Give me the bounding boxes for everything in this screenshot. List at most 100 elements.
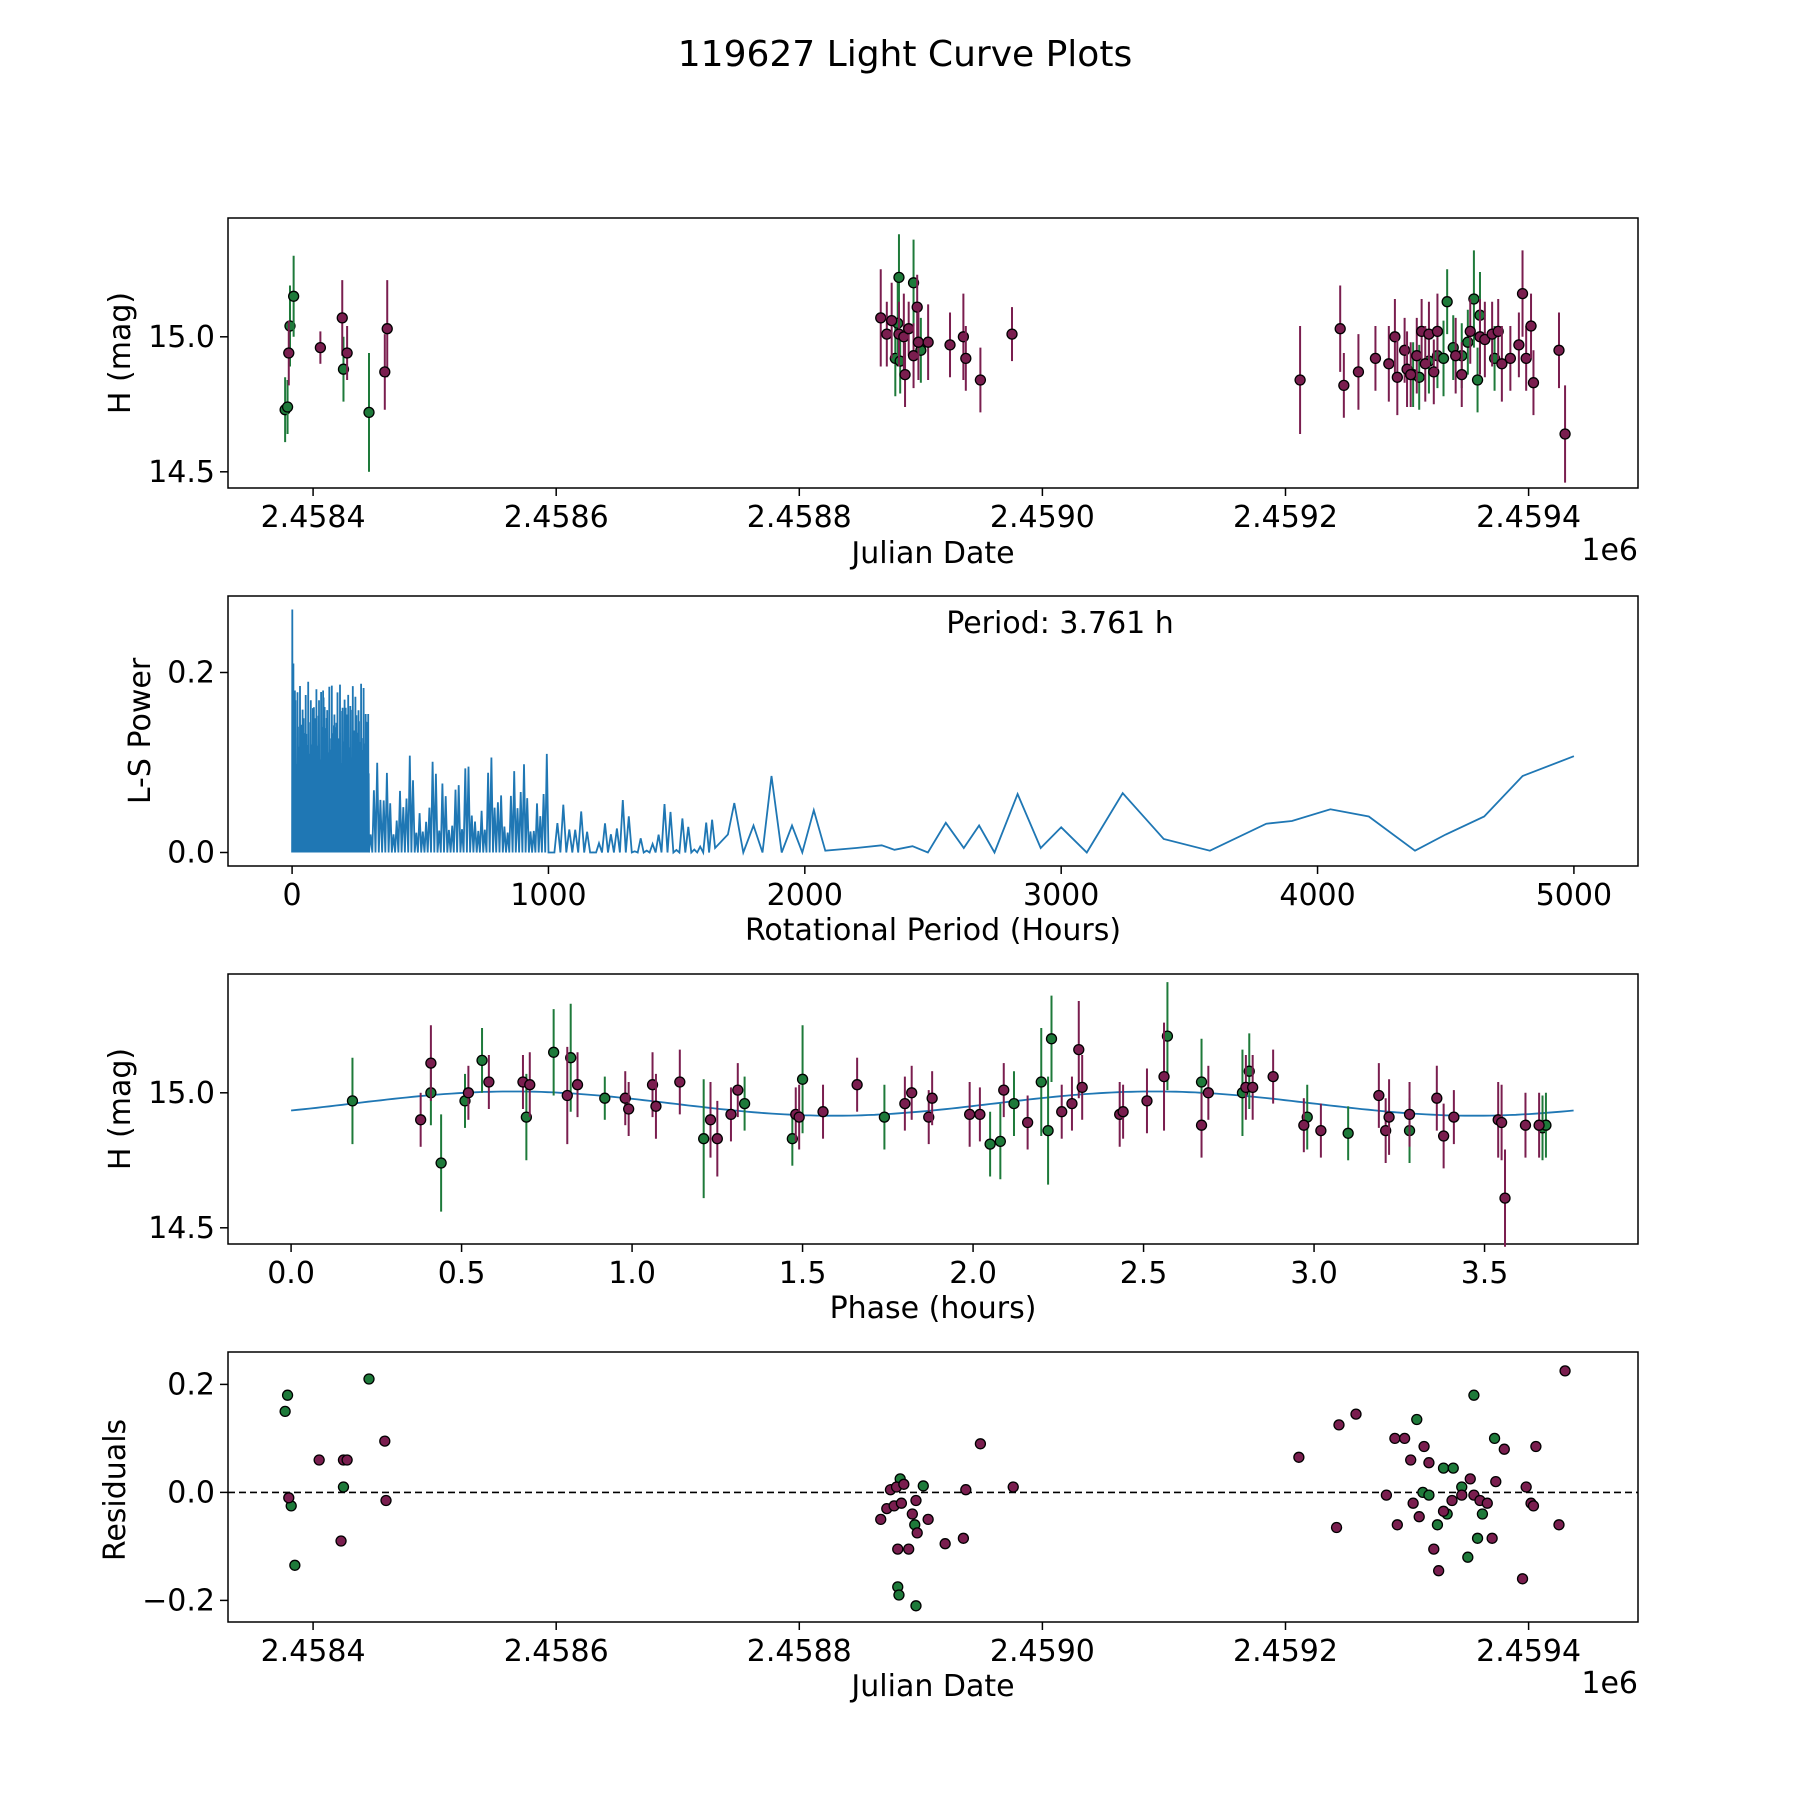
- phase-point-purple: [561, 1089, 573, 1102]
- lc-ytick-label: 14.5: [148, 455, 215, 490]
- light-curve-xlabel: Julian Date: [849, 536, 1014, 571]
- lc-point-purple: [881, 328, 893, 340]
- lc-point-green: [907, 277, 920, 289]
- phase-point-purple: [998, 1084, 1010, 1096]
- resid-point-purple: [960, 1484, 972, 1496]
- resid-point-green: [917, 1480, 929, 1492]
- lc-point-purple: [974, 374, 987, 386]
- resid-point-purple: [1350, 1408, 1362, 1420]
- phase-point-green: [435, 1157, 447, 1169]
- lc-point-purple: [336, 312, 348, 324]
- phase-xtick-label: 0.5: [438, 1256, 486, 1291]
- phase-point-purple: [906, 1087, 918, 1099]
- lc-point-purple: [1383, 358, 1395, 370]
- resid-point-purple: [910, 1494, 922, 1507]
- lc-point-purple: [1398, 344, 1411, 356]
- panel-phase-fold-frame: [227, 973, 1639, 1245]
- phase-point-purple: [425, 1057, 437, 1069]
- phase-xtick-label: 3.5: [1461, 1256, 1509, 1291]
- lc-xtick-label: 2.4590: [990, 500, 1095, 535]
- resid-point-purple: [892, 1543, 904, 1555]
- phase-point-purple: [1519, 1119, 1532, 1131]
- panel-light-curve-frame: [227, 217, 1639, 489]
- phase-point-purple: [1076, 1081, 1088, 1094]
- resid-point-purple: [875, 1513, 887, 1526]
- resid-point-green: [1488, 1432, 1501, 1445]
- lc-point-purple: [341, 347, 353, 359]
- resid-point-purple: [1559, 1365, 1571, 1377]
- lc-xtick-label: 2.4588: [747, 500, 852, 535]
- lc-point-purple: [1334, 323, 1346, 335]
- resid-point-purple: [1389, 1432, 1401, 1445]
- lc-point-green: [893, 271, 905, 284]
- phase-point-purple: [1021, 1116, 1034, 1129]
- panel-light-curve: Julian Date H (mag) 1e6 2.4584 2.4586 2.45…: [103, 217, 1639, 571]
- phase-xtick-label: 1.0: [608, 1256, 656, 1291]
- resid-point-purple: [379, 1435, 391, 1447]
- ls-ytick-label: 0.0: [167, 836, 215, 871]
- periodogram-ylabel: L-S Power: [123, 657, 158, 804]
- phase-point-purple: [1315, 1124, 1327, 1137]
- resid-point-purple: [1486, 1532, 1498, 1544]
- lc-point-purple: [903, 323, 915, 335]
- resid-point-purple: [1530, 1440, 1542, 1453]
- phase-point-purple: [851, 1079, 863, 1091]
- residuals-ylabel: Residuals: [98, 1419, 133, 1561]
- resid-point-green: [893, 1589, 905, 1601]
- phase-point-green: [994, 1135, 1006, 1148]
- lc-point-purple: [1428, 366, 1440, 378]
- phase-point-purple: [483, 1076, 495, 1088]
- resid-point-purple: [1553, 1519, 1565, 1531]
- phase-point-green: [1042, 1124, 1054, 1137]
- resid-ytick-label: 0.0: [167, 1475, 215, 1510]
- lc-point-purple: [1527, 377, 1540, 389]
- resid-point-green: [1437, 1462, 1450, 1474]
- phase-point-purple: [1141, 1095, 1153, 1107]
- phase-point-green: [599, 1092, 611, 1104]
- lc-point-purple: [1456, 368, 1468, 381]
- lc-point-purple: [1389, 331, 1401, 343]
- phase-point-purple: [1267, 1070, 1279, 1083]
- resid-point-purple: [335, 1535, 347, 1547]
- periodogram-annotation: Period: 3.761 h: [946, 606, 1174, 641]
- phase-point-purple: [1158, 1070, 1170, 1083]
- phase-point-purple: [793, 1111, 805, 1123]
- phase-point-purple: [926, 1092, 938, 1104]
- phase-point-purple: [623, 1103, 635, 1115]
- phase-point-purple: [1066, 1097, 1078, 1110]
- phase-fold-xlabel: Phase (hours): [830, 1291, 1037, 1326]
- resid-ytick-label: −0.2: [142, 1583, 215, 1618]
- lc-point-purple: [960, 352, 972, 365]
- lc-point-purple: [1405, 368, 1417, 381]
- lc-point-purple: [1525, 320, 1537, 332]
- resid-point-purple: [974, 1438, 987, 1450]
- resid-point-purple: [1464, 1473, 1476, 1485]
- resid-xtick-label: 2.4588: [747, 1634, 852, 1669]
- phase-point-purple: [1495, 1116, 1508, 1129]
- phase-ytick-label: 15.0: [148, 1076, 215, 1111]
- lc-point-purple: [1496, 358, 1508, 370]
- lc-point-green: [1441, 296, 1453, 308]
- phase-point-purple: [1373, 1089, 1385, 1102]
- resid-point-purple: [1423, 1457, 1435, 1469]
- ls-xtick-label: 0: [283, 878, 302, 913]
- lc-point-green: [337, 363, 350, 375]
- resid-point-green: [279, 1405, 291, 1418]
- resid-point-purple: [1333, 1419, 1345, 1431]
- lc-point-purple: [1553, 344, 1565, 356]
- resid-xtick-label: 2.4584: [261, 1634, 366, 1669]
- resid-point-purple: [957, 1532, 970, 1544]
- phase-point-purple: [1533, 1119, 1545, 1131]
- phase-point-purple: [415, 1114, 427, 1126]
- lc-point-purple: [1492, 325, 1504, 338]
- lc-point-purple: [1559, 428, 1571, 440]
- phase-point-purple: [1073, 1043, 1085, 1056]
- lc-point-purple: [1352, 366, 1365, 378]
- lc-point-purple: [1369, 352, 1382, 365]
- phase-point-green: [1342, 1127, 1354, 1139]
- lc-xtick-label: 2.4586: [504, 500, 609, 535]
- lc-point-green: [1471, 374, 1484, 386]
- panel-periodogram-frame: [227, 595, 1639, 867]
- resid-point-green: [910, 1600, 922, 1612]
